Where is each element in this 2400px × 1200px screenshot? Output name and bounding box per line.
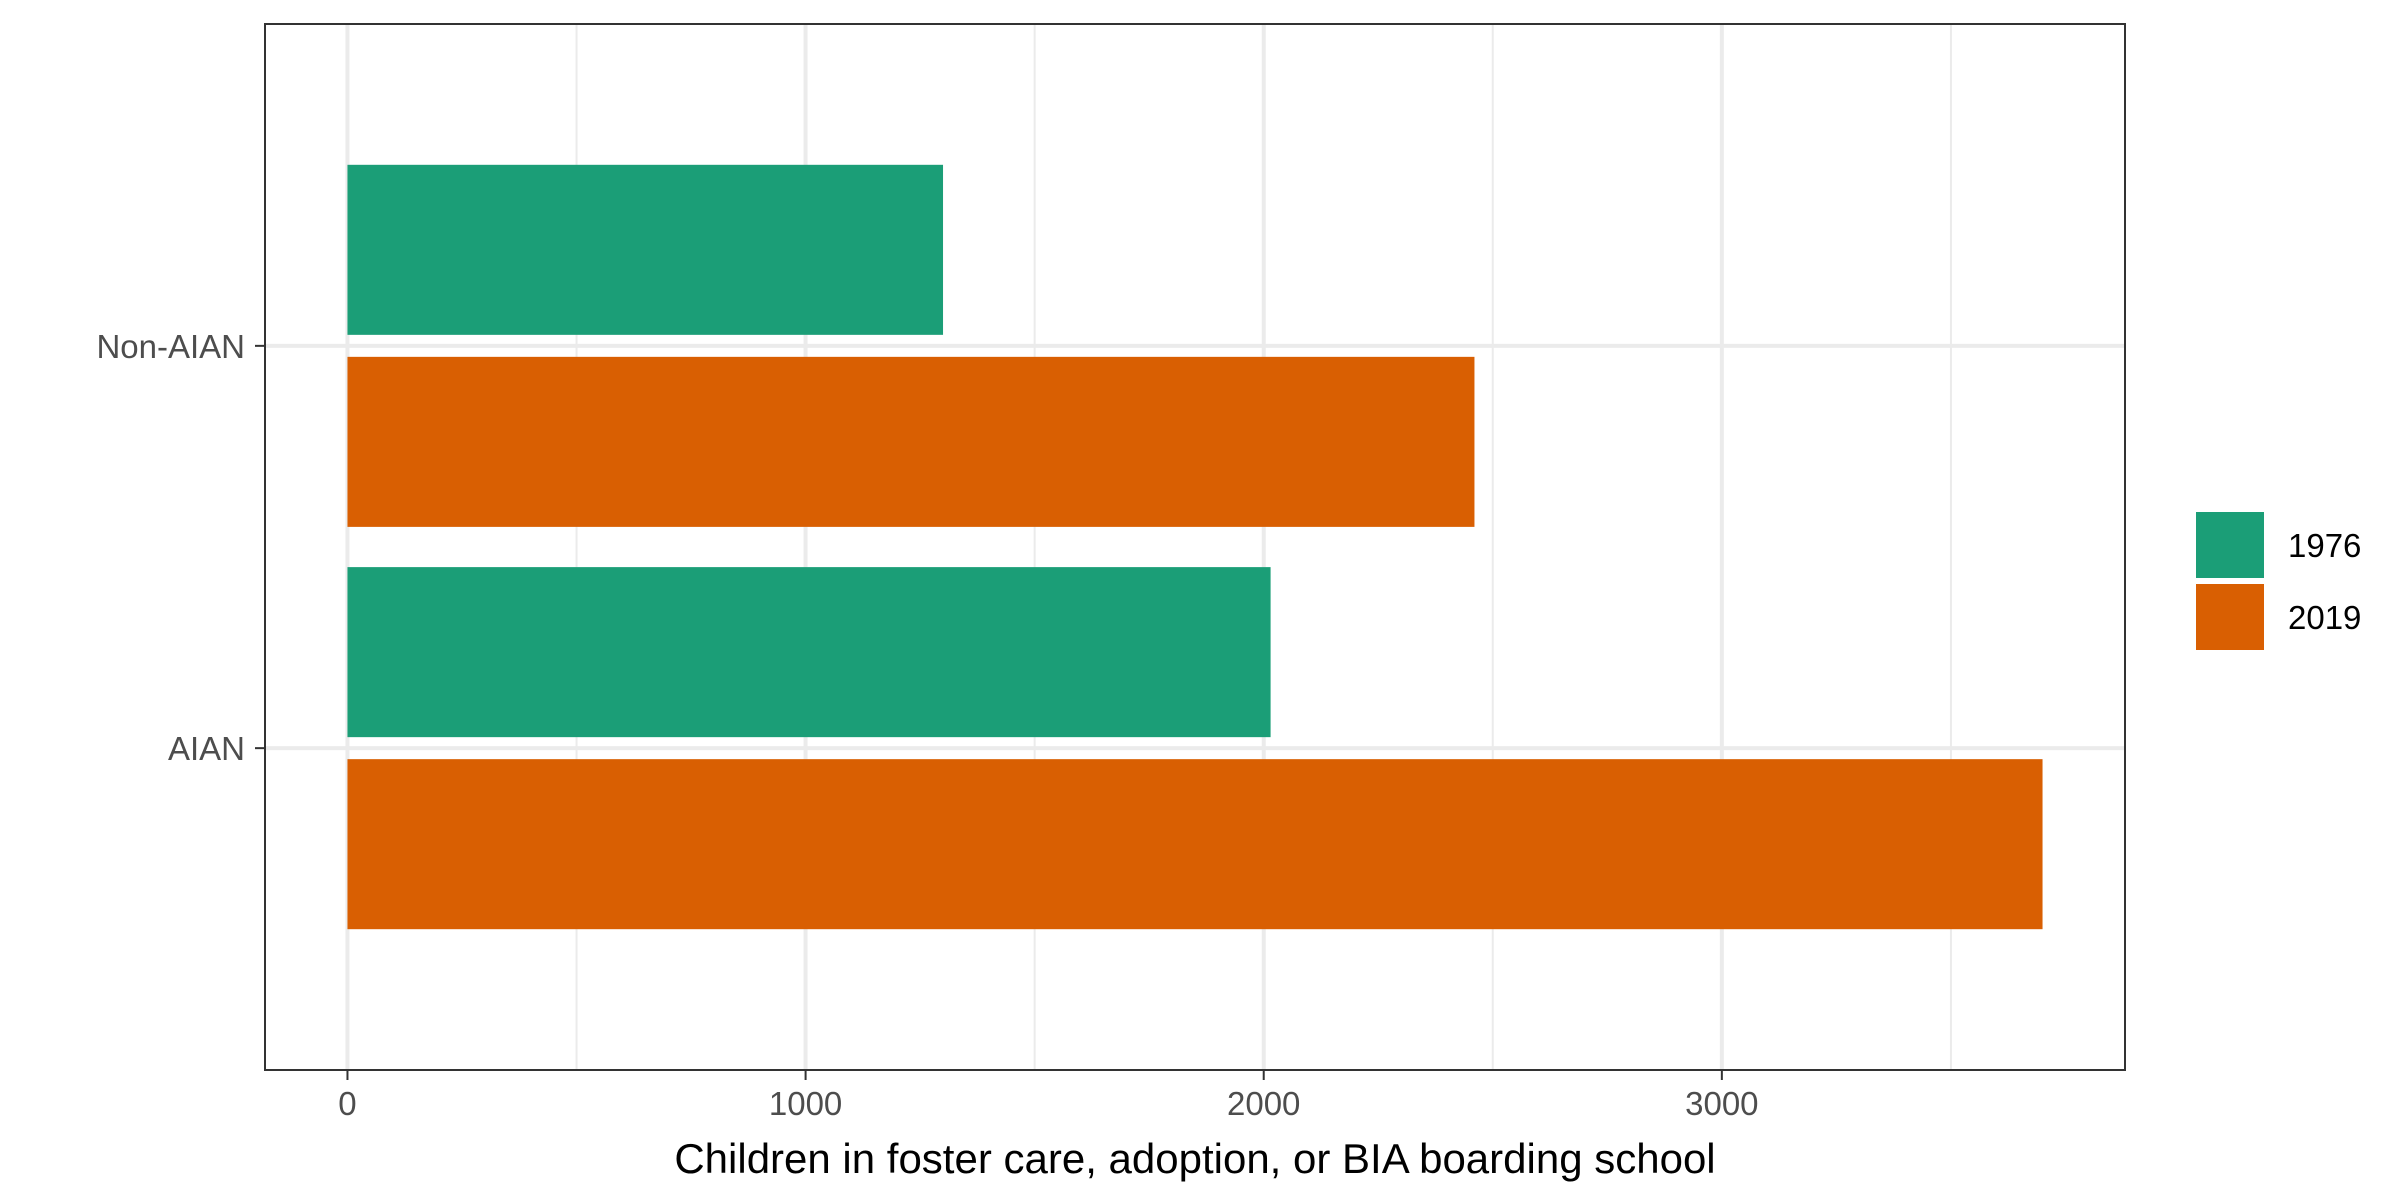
legend-label-1976: 1976 bbox=[2288, 527, 2361, 564]
y-tick-label: Non-AIAN bbox=[96, 328, 245, 365]
x-tick-label: 2000 bbox=[1227, 1085, 1300, 1122]
x-axis-title: Children in foster care, adoption, or BI… bbox=[674, 1135, 1715, 1182]
bar-aian-2019 bbox=[347, 759, 2043, 930]
bar-non-aian-1976 bbox=[347, 164, 944, 335]
y-tick-label: AIAN bbox=[168, 730, 245, 767]
x-tick-label: 3000 bbox=[1685, 1085, 1758, 1122]
axes: 0 1000 2000 3000 AIAN Non-AIAN bbox=[96, 328, 1758, 1122]
x-tick-label: 1000 bbox=[769, 1085, 842, 1122]
legend-key-1976 bbox=[2196, 512, 2264, 578]
legend-label-2019: 2019 bbox=[2288, 599, 2361, 636]
legend-key-2019 bbox=[2196, 584, 2264, 650]
bars bbox=[347, 164, 2043, 930]
legend: 1976 2019 bbox=[2196, 512, 2361, 650]
x-tick-label: 0 bbox=[338, 1085, 356, 1122]
bar-non-aian-2019 bbox=[347, 356, 1475, 527]
bar-aian-1976 bbox=[347, 567, 1271, 738]
panel-border bbox=[264, 23, 2126, 1071]
